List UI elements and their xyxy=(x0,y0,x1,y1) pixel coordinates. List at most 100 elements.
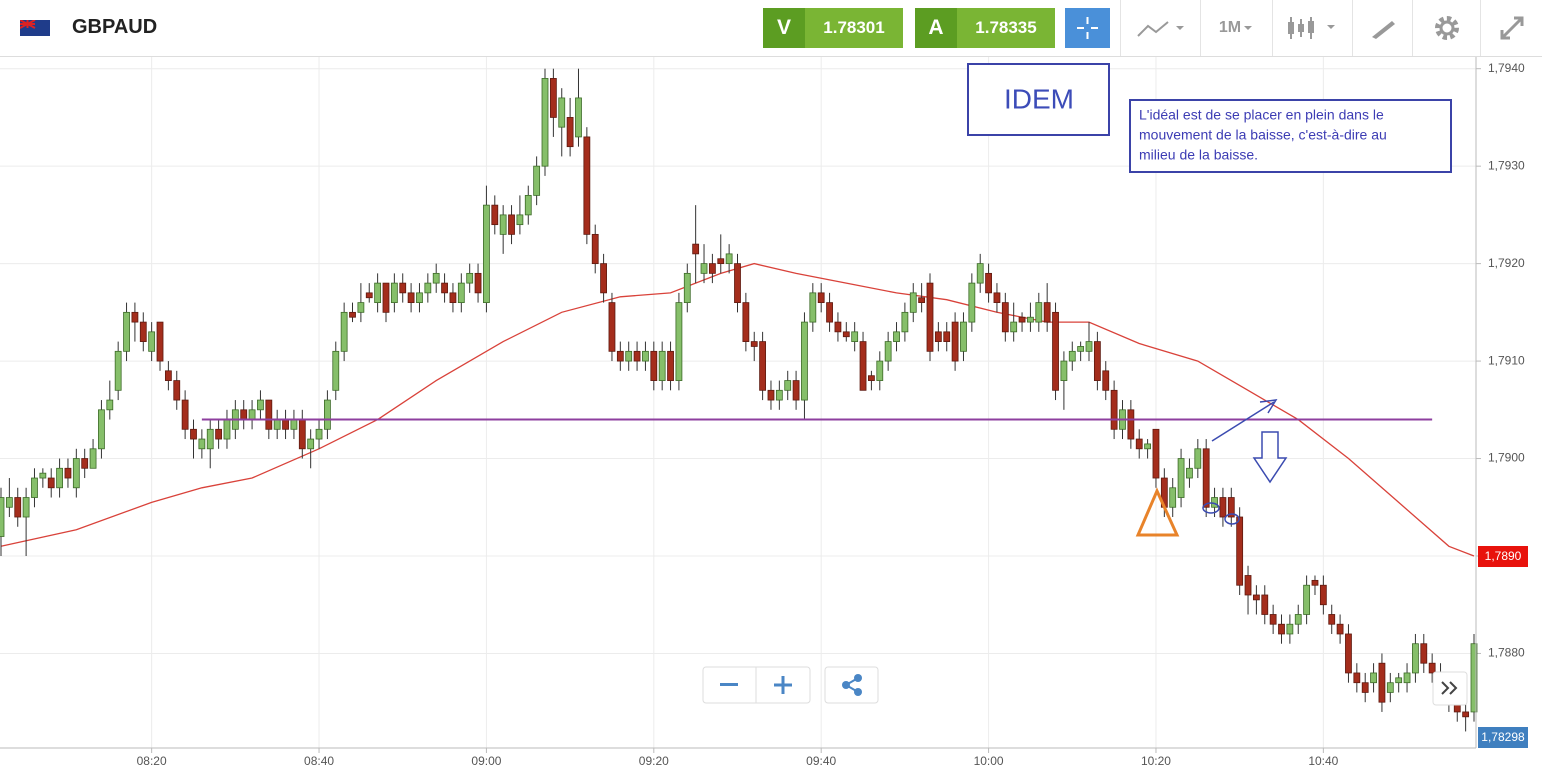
candle-body xyxy=(457,282,465,304)
candle-body xyxy=(22,497,30,518)
candle-body xyxy=(1412,643,1419,674)
period[interactable]: 1M xyxy=(1200,0,1273,56)
candle-body xyxy=(399,282,407,294)
x-tick-label: 10:40 xyxy=(1308,754,1338,768)
candle-body xyxy=(265,399,273,430)
candle-body xyxy=(1027,316,1034,323)
chart-type[interactable] xyxy=(1120,0,1201,56)
candle-body xyxy=(1010,321,1018,333)
candle-body xyxy=(374,282,382,304)
arrow-up xyxy=(1211,401,1275,442)
candle-body xyxy=(725,253,733,265)
candle-body xyxy=(499,214,507,235)
x-tick-label: 09:40 xyxy=(806,754,836,768)
pencil xyxy=(1372,21,1395,39)
candle-body xyxy=(432,272,440,284)
y-tick-label: 1,7880 xyxy=(1488,646,1525,660)
expand xyxy=(1500,16,1524,40)
candle-body xyxy=(1186,467,1193,479)
buy-button[interactable]: A 1.78335 xyxy=(915,8,1055,48)
share-dot xyxy=(854,688,862,696)
candle-body xyxy=(1286,623,1294,635)
idem-box xyxy=(967,63,1110,136)
zoom-controls xyxy=(702,666,1468,706)
candle-body xyxy=(332,350,340,391)
candle-body xyxy=(591,233,599,265)
candle-body xyxy=(449,292,457,304)
candle-body xyxy=(926,282,934,352)
candle-body xyxy=(625,350,633,362)
candle-body xyxy=(566,117,574,148)
candle-body xyxy=(1202,448,1210,508)
sell-price: 1.78301 xyxy=(805,8,903,48)
candle-body xyxy=(784,380,792,391)
candle-body xyxy=(123,311,130,352)
scroll-right[interactable] xyxy=(1432,671,1468,706)
candle-body xyxy=(164,370,172,381)
candle-body xyxy=(549,78,557,118)
candle-body xyxy=(1462,711,1470,718)
candle-body xyxy=(842,331,850,338)
gear-icon xyxy=(1435,16,1459,40)
candle-body xyxy=(407,292,415,304)
sell-button[interactable]: V 1.78301 xyxy=(763,8,903,48)
fullscreen[interactable] xyxy=(1480,0,1542,56)
candle-body xyxy=(273,419,281,430)
x-tick-label: 10:20 xyxy=(1141,754,1171,768)
share-button[interactable] xyxy=(824,666,879,704)
icon-line xyxy=(1137,21,1169,37)
draw-tool[interactable] xyxy=(1352,0,1413,56)
circle-marker xyxy=(1224,513,1240,525)
crosshair xyxy=(1077,17,1098,39)
candle-body xyxy=(181,399,189,430)
candle-body xyxy=(868,375,875,381)
y-tick-label: 1,7920 xyxy=(1488,256,1525,270)
plot xyxy=(0,68,1478,732)
candle-body xyxy=(616,350,624,362)
candle-body xyxy=(315,428,323,440)
candle-type[interactable] xyxy=(1272,0,1353,56)
candle-body xyxy=(1252,594,1260,601)
period-label: 1M xyxy=(1218,19,1242,36)
candle-body xyxy=(1102,370,1110,391)
candle-body xyxy=(683,272,691,304)
candle-body xyxy=(834,321,842,333)
expand-icon xyxy=(1500,16,1524,40)
settings[interactable] xyxy=(1412,0,1481,56)
crosshair-button[interactable] xyxy=(1065,8,1110,48)
zoom-in[interactable] xyxy=(774,676,792,694)
candle-body xyxy=(466,272,474,284)
candle-body xyxy=(198,438,206,450)
triangle-marker xyxy=(1135,487,1180,537)
candle-body xyxy=(1093,341,1101,381)
candle-body xyxy=(1311,579,1319,586)
x-tick-label: 08:20 xyxy=(137,754,167,768)
candle-body xyxy=(658,350,666,381)
candle-body xyxy=(1428,662,1436,674)
candle-body xyxy=(1244,575,1252,596)
y-tick-label: 1,7900 xyxy=(1488,451,1525,465)
x-tick-label: 09:00 xyxy=(471,754,501,768)
candle-body xyxy=(39,472,47,479)
candle-body xyxy=(1278,623,1285,635)
scroll-icon xyxy=(1441,681,1458,695)
candle-body xyxy=(1261,594,1269,615)
candle-body xyxy=(826,302,833,323)
candle-body xyxy=(340,311,348,352)
candle-body xyxy=(1403,672,1411,684)
candle-body xyxy=(524,194,532,216)
candle-body xyxy=(583,136,591,235)
note-line: milieu de la baisse. xyxy=(1139,147,1258,163)
candle-body xyxy=(1043,302,1051,323)
x-tick-label: 10:00 xyxy=(974,754,1004,768)
candle-body xyxy=(650,350,658,381)
candle-body xyxy=(89,448,97,469)
y-tick-label: 1,7930 xyxy=(1488,158,1525,172)
candle-body xyxy=(81,458,89,469)
candle-body xyxy=(324,399,331,430)
candle-body xyxy=(1219,497,1227,518)
candle-body xyxy=(1177,458,1185,498)
zoom-out[interactable] xyxy=(720,683,738,686)
candle-body xyxy=(893,331,900,342)
candle-body xyxy=(72,458,80,489)
